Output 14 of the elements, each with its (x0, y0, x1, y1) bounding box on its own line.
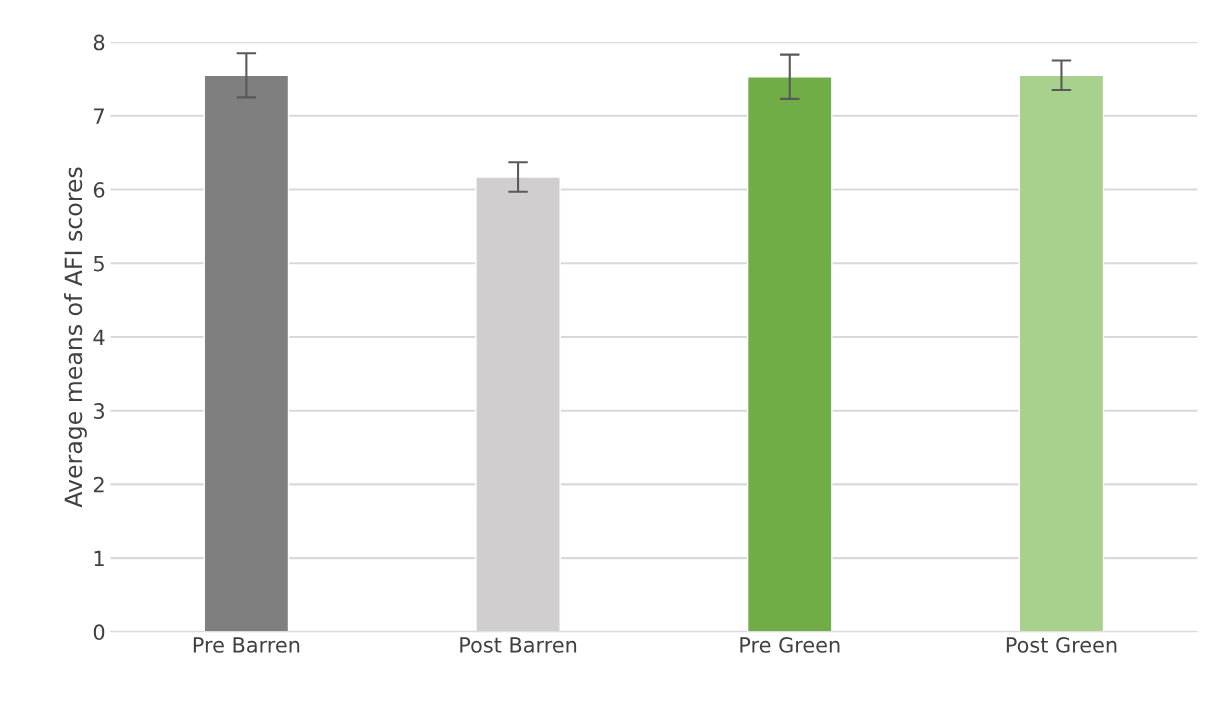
y-tick-label: 2 (93, 476, 104, 493)
x-tick-label: Pre Green (740, 637, 840, 653)
x-tick-label: Post Barren (460, 637, 577, 653)
y-tick-label: 8 (93, 34, 105, 51)
y-tick-label: 7 (94, 108, 104, 124)
x-tick-label: Pre Barren (193, 637, 300, 653)
y-tick-label: 5 (94, 255, 104, 272)
y-tick-label: 3 (93, 403, 104, 419)
y-axis-title: Average means of AFI scores (64, 167, 87, 508)
y-tick-label: 6 (93, 181, 105, 198)
y-tick-label: 1 (94, 550, 104, 567)
x-tick-label: Post Green (1006, 637, 1117, 653)
y-tick-label: 0 (93, 624, 105, 641)
y-tick-label: 4 (93, 329, 105, 345)
